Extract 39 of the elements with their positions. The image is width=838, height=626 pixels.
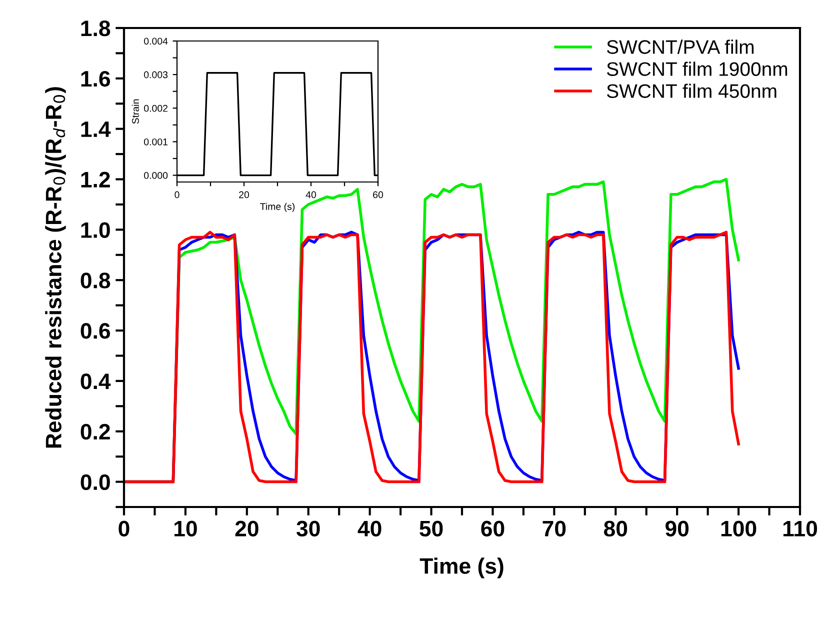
x-tick-label: 80 [604, 520, 628, 537]
y-tick-label: 0.002 [144, 104, 168, 112]
x-tick-label: 30 [296, 520, 320, 537]
text: 0.0 [80, 474, 110, 490]
line-series [124, 230, 740, 484]
x-tick-label: 50 [420, 520, 443, 537]
y-tick-label: 0.001 [144, 138, 168, 146]
y-tick-label: 1.8 [81, 20, 110, 36]
y-axis-title: Strain [132, 99, 139, 124]
y-tick-label: 0.8 [80, 272, 110, 288]
x-tick-label: 20 [235, 520, 258, 537]
x-axis-title: Time (s) [260, 202, 295, 212]
x-tick-label: 100 [721, 520, 756, 537]
x-axis-title: Time (s) [420, 558, 504, 578]
x-tick-label: 40 [306, 191, 316, 198]
x-tick-label: 0 [118, 520, 130, 537]
y-tick-label: 1.6 [81, 70, 110, 87]
y-tick-label: 0.2 [80, 424, 110, 440]
y-tick-label: 1.2 [81, 172, 110, 188]
x-tick-label: 20 [239, 191, 250, 198]
y-axis-title: Reduced resistance (R-R$_{0}$)/(R$_{d}$-R$_{0}$) [45, 87, 66, 448]
x-tick-label: 90 [666, 520, 689, 537]
legend-label: SWCNT/PVA film [606, 40, 754, 54]
x-tick-label: 60 [373, 191, 384, 198]
y-tick-label: 0.004 [144, 38, 168, 45]
x-tick-label: 70 [542, 520, 566, 537]
x-tick-label: 40 [358, 520, 382, 537]
y-tick-label: 0.003 [144, 71, 168, 78]
y-tick-label: 1.4 [81, 122, 111, 137]
y-tick-label: 0.6 [80, 323, 110, 339]
x-tick-label: 10 [174, 520, 197, 537]
x-tick-label: 110 [783, 520, 818, 537]
legend-label: SWCNT film 1900nm [606, 62, 788, 76]
x-tick-label: 0 [174, 191, 180, 198]
legend-label: SWCNT film 450nm [606, 84, 776, 98]
y-tick-label: 0.000 [144, 172, 168, 179]
y-tick-label: 0.4 [80, 373, 111, 390]
y-tick-label: 1.0 [81, 222, 110, 238]
x-tick-label: 60 [481, 520, 504, 537]
